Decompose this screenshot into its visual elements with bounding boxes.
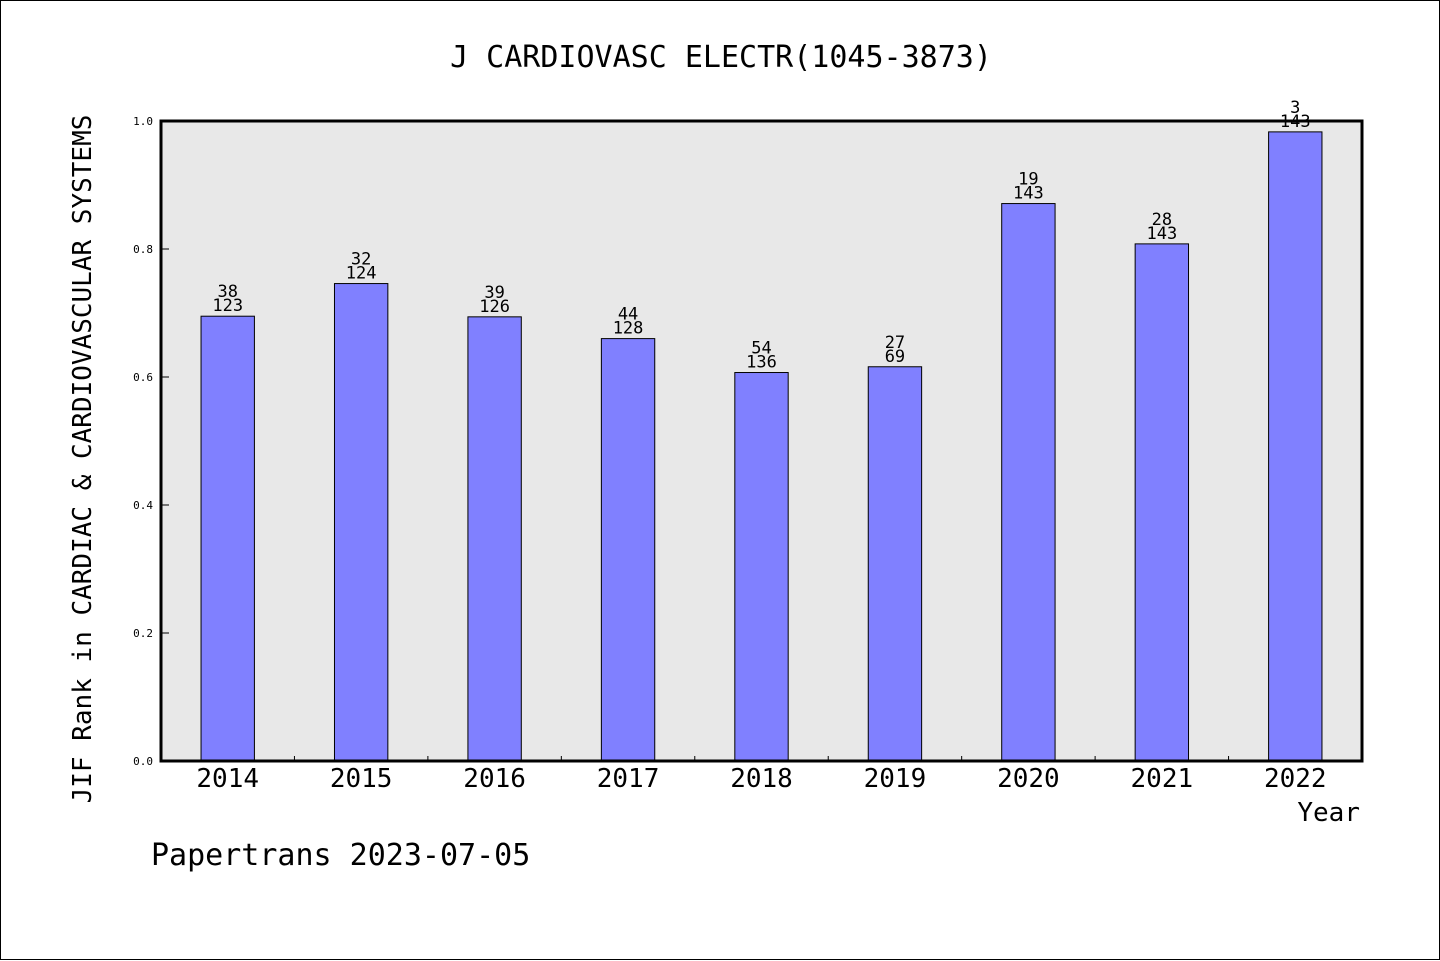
- bar-2016: [467, 316, 522, 762]
- total-label-2016: 126: [479, 297, 510, 317]
- y-axis-label: JIF Rank in CARDIAC & CARDIOVASCULAR SYS…: [68, 115, 98, 804]
- total-label-2014: 123: [212, 296, 243, 316]
- total-label-2019: 69: [885, 347, 905, 367]
- bars-layer: [200, 131, 1323, 762]
- bar-2022: [1268, 131, 1323, 762]
- bar-2018: [734, 372, 789, 762]
- total-label-2018: 136: [746, 353, 777, 373]
- x-tick-label-2020: 2020: [997, 764, 1060, 794]
- total-label-2017: 128: [613, 319, 644, 339]
- total-label-2015: 124: [346, 264, 377, 284]
- x-tick-label-2021: 2021: [1131, 764, 1194, 794]
- x-tick-label-2014: 2014: [196, 764, 259, 794]
- chart-title: J CARDIOVASC ELECTR(1045-3873): [450, 40, 992, 75]
- rank-label-2018: 54: [751, 339, 771, 359]
- x-tick-label-2016: 2016: [463, 764, 526, 794]
- y-tick-label: 0.6: [133, 371, 153, 384]
- y-tick-label: 0.0: [133, 755, 153, 768]
- rank-label-2016: 39: [484, 283, 504, 303]
- y-tick-label: 0.2: [133, 627, 153, 640]
- rank-label-2020: 19: [1018, 170, 1038, 190]
- y-axis: 0.0 0.2 0.4 0.6 0.8 1.0: [133, 115, 169, 768]
- bar-2015: [333, 283, 389, 762]
- y-tick-label: 1.0: [133, 115, 153, 128]
- x-axis: 2014 2015 2016 2017 2018 2019 2020 2021 2022: [196, 756, 1327, 794]
- rank-label-2015: 32: [351, 250, 371, 270]
- bar-2021: [1134, 243, 1190, 762]
- x-axis-label: Year: [1297, 798, 1360, 828]
- rank-label-2014: 38: [217, 282, 237, 302]
- rank-label-2022: 3: [1290, 98, 1300, 118]
- x-tick-label-2017: 2017: [597, 764, 660, 794]
- y-tick-label: 0.8: [133, 243, 153, 256]
- total-label-2020: 143: [1013, 184, 1044, 204]
- rank-label-2017: 44: [618, 305, 638, 325]
- bar-2019: [867, 366, 923, 762]
- bar-2014: [200, 315, 255, 762]
- bar-2017: [600, 338, 656, 762]
- x-tick-label-2018: 2018: [730, 764, 793, 794]
- x-tick-label-2019: 2019: [864, 764, 927, 794]
- x-tick-label-2015: 2015: [330, 764, 393, 794]
- x-tick-label-2022: 2022: [1264, 764, 1327, 794]
- bar-2020: [1001, 203, 1056, 762]
- plot-border: [159, 119, 1364, 763]
- footer-credit: Papertrans 2023-07-05: [151, 838, 530, 873]
- rank-label-2019: 27: [885, 333, 905, 353]
- rank-label-2021: 28: [1152, 210, 1172, 230]
- y-tick-label: 0.4: [133, 499, 153, 512]
- total-label-2021: 143: [1146, 224, 1177, 244]
